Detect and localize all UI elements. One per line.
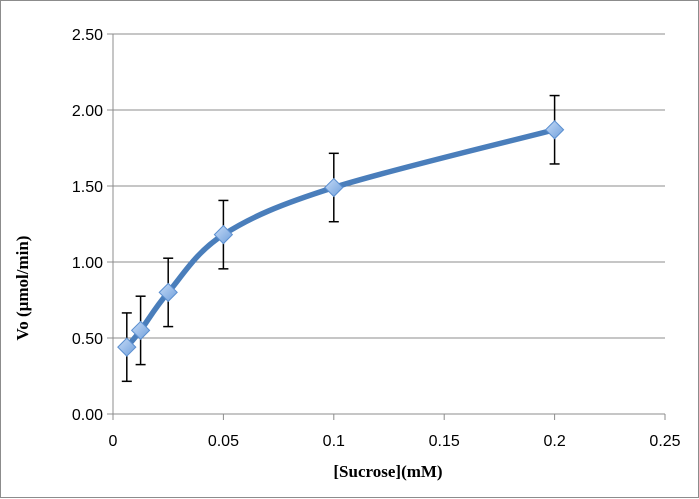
data-point <box>544 120 565 140</box>
series-line <box>124 127 558 350</box>
y-tick-label: 1.50 <box>72 179 103 196</box>
x-tick-label: 0 <box>109 433 118 450</box>
x-axis-title: [Sucrose](mM) <box>333 462 442 481</box>
x-tick-label: 0.2 <box>543 433 565 450</box>
data-point <box>130 320 151 341</box>
x-tick-label: 0.1 <box>323 433 345 450</box>
tick-labels: 0.00 0.50 1.00 1.50 2.00 2.50 0 0.05 0.1 0.15 0.2 0… <box>72 27 681 450</box>
gridlines <box>113 33 665 339</box>
x-tick-label: 0.25 <box>649 433 680 450</box>
x-tick-label: 0.05 <box>208 433 239 450</box>
y-axis-title: Vo (μmol/min) <box>13 236 32 341</box>
trend-line <box>124 127 558 350</box>
data-point <box>324 177 344 198</box>
y-tick-label: 2.50 <box>72 27 103 44</box>
x-tick-label: 0.15 <box>429 433 460 450</box>
y-tick-label: 0.50 <box>72 331 103 348</box>
y-tick-label: 1.00 <box>72 255 103 272</box>
data-points <box>117 120 565 357</box>
y-tick-label: 0.00 <box>72 407 103 424</box>
data-point <box>213 224 234 245</box>
data-point <box>117 337 137 357</box>
data-point <box>158 282 178 303</box>
axes <box>107 33 666 420</box>
y-tick-label: 2.00 <box>72 103 103 120</box>
